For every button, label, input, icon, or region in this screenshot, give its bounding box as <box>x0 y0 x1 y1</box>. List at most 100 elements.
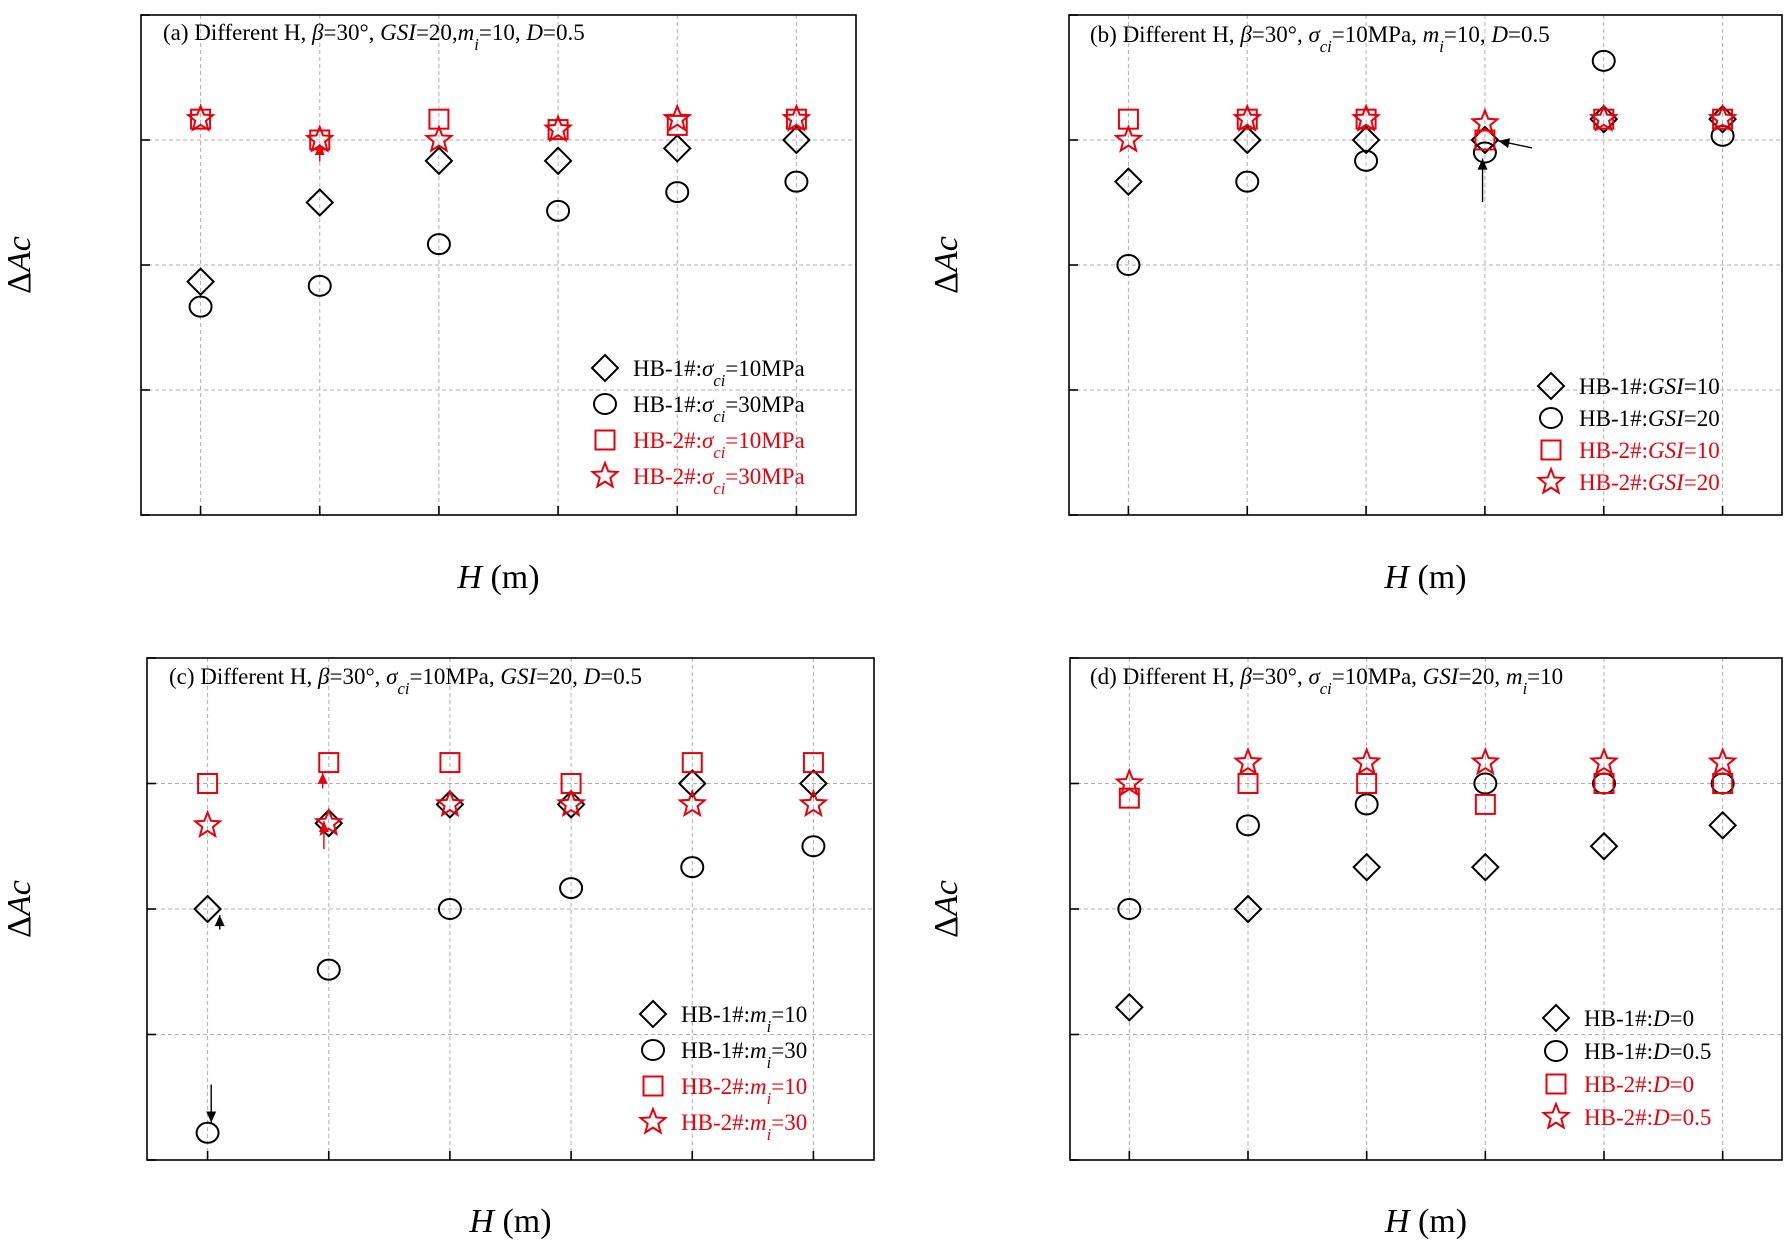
text-run: GSI <box>1648 374 1685 399</box>
legend-label: HB-1#:mi=30 <box>681 1038 807 1072</box>
legend-marker <box>1545 1073 1567 1095</box>
data-point <box>1712 108 1734 130</box>
data-point <box>437 898 462 920</box>
text-run: HB-2#: <box>1579 438 1648 463</box>
y-axis-label: ΔAc <box>1 236 38 294</box>
data-point <box>784 170 809 193</box>
text-run: =0.5 <box>600 664 642 689</box>
data-point <box>1591 49 1616 72</box>
data-point <box>1474 129 1496 151</box>
x-axis-label: H (m) <box>468 1203 551 1240</box>
subscript: ci <box>713 443 725 462</box>
text-run: (a) Different H, <box>163 20 312 45</box>
data-point <box>193 894 222 924</box>
x-axis-label-unit: (m) <box>494 1203 552 1240</box>
y-axis-label: ΔAc <box>928 880 965 938</box>
text-run: HB-2#: <box>1584 1072 1653 1097</box>
text-run: D <box>1652 1006 1670 1031</box>
legend-marker <box>594 429 616 451</box>
y-axis-label-delta: Δ <box>928 916 965 938</box>
text-run: HB-2#: <box>633 464 702 489</box>
text-run: =20, <box>536 664 583 689</box>
text-run: HB-2#: <box>1584 1105 1653 1130</box>
text-run: (b) Different H, <box>1090 22 1240 47</box>
text-run: =10MPa, <box>1332 22 1423 47</box>
subscript: ci <box>1320 37 1332 56</box>
chart-panel-b: H (m) ΔAc (b) Different H, β=30°, σci=10MP… <box>928 14 1783 596</box>
data-point <box>547 119 569 141</box>
data-point <box>680 856 705 879</box>
data-point <box>1114 992 1144 1022</box>
y-axis-label: ΔAc <box>928 236 965 294</box>
x-axis-label-symbol: H <box>456 559 484 596</box>
text-run: m <box>1423 22 1440 47</box>
legend-marker <box>1544 1040 1568 1062</box>
data-point <box>1114 767 1145 797</box>
y-axis-label-delta: Δ <box>928 272 965 294</box>
text-run: =30MPa <box>725 392 804 417</box>
data-point <box>1472 141 1497 164</box>
data-point <box>1233 746 1263 776</box>
text-run: =10 <box>771 1074 807 1099</box>
series-circle <box>195 835 826 1144</box>
data-point <box>1232 103 1263 132</box>
y-axis-label-delta: Δ <box>1 916 38 938</box>
x-axis-label-unit: (m) <box>1409 1203 1467 1240</box>
subscript: ci <box>713 407 725 426</box>
legend-label: HB-1#:σci=10MPa <box>633 356 805 390</box>
text-run: =30°, <box>323 20 380 45</box>
text-run: =0.5 <box>1670 1105 1712 1130</box>
series-diamond <box>1114 810 1738 1022</box>
text-run: =10 <box>1684 438 1720 463</box>
text-run: GSI <box>1648 470 1685 495</box>
subscript: i <box>767 1089 772 1108</box>
data-point <box>1235 170 1260 193</box>
legend-marker <box>638 999 668 1029</box>
text-run: =10, <box>479 20 526 45</box>
legend-label: HB-1#:GSI=20 <box>1579 406 1720 431</box>
text-run: GSI <box>1423 664 1460 689</box>
subscript: i <box>767 1125 772 1144</box>
text-run: =30 <box>771 1110 807 1135</box>
text-run: β <box>317 664 330 689</box>
data-point <box>316 958 341 981</box>
text-run: GSI <box>1648 438 1685 463</box>
annotation-arrow-head <box>214 915 225 927</box>
subscript: ci <box>1320 679 1332 698</box>
text-run: m <box>1506 664 1523 689</box>
y-axis-label-symbol: Ac <box>928 236 965 274</box>
annotation-arrow-head <box>1477 158 1488 170</box>
legend-marker <box>593 393 617 415</box>
data-point <box>1116 254 1141 276</box>
text-run: =10MPa, <box>409 664 500 689</box>
text-run: HB-1#: <box>1584 1006 1653 1031</box>
text-run: β <box>1239 664 1252 689</box>
text-run: =10, <box>1444 22 1491 47</box>
text-run: β <box>1239 22 1252 47</box>
legend-marker <box>641 1039 665 1061</box>
text-run: HB-1#: <box>1584 1039 1653 1064</box>
text-run: σ <box>1308 22 1321 47</box>
data-point <box>799 769 828 798</box>
legend-label: HB-2#:σci=10MPa <box>633 428 805 462</box>
y-axis-label-symbol: Ac <box>1 236 38 274</box>
text-run: D <box>1652 1039 1670 1064</box>
data-point <box>662 103 693 132</box>
data-point <box>1354 149 1379 172</box>
series-square <box>197 752 824 794</box>
text-run: HB-1#: <box>633 356 702 381</box>
x-axis-label: H (m) <box>1383 559 1466 596</box>
chart-panel-d: H (m) ΔAc (d) Different H, β=30°, σci=10MP… <box>928 657 1783 1240</box>
data-point <box>677 788 708 818</box>
text-run: D <box>1490 22 1508 47</box>
data-point <box>1232 125 1262 155</box>
data-point <box>1236 108 1258 130</box>
data-point <box>313 807 344 836</box>
data-point <box>1351 125 1381 155</box>
legend-marker <box>1540 439 1562 461</box>
y-axis-label-delta: Δ <box>1 272 38 294</box>
y-axis-label-symbol: Ac <box>1 880 38 918</box>
data-point <box>1355 108 1377 130</box>
data-point <box>434 788 465 818</box>
